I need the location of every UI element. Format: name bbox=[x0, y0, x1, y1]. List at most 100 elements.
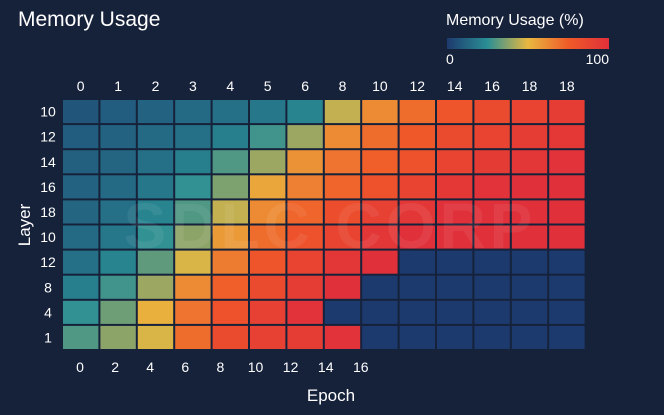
heatmap-cell bbox=[63, 225, 99, 249]
heatmap-cell bbox=[511, 150, 548, 174]
heatmap-cell bbox=[63, 100, 99, 124]
heatmap-cell bbox=[399, 325, 435, 349]
heatmap-cell bbox=[100, 250, 136, 274]
heatmap-cell bbox=[549, 150, 585, 174]
heatmap-cell bbox=[324, 125, 361, 149]
heatmap-cell bbox=[362, 225, 398, 249]
y-tick-label: 1 bbox=[44, 329, 52, 345]
x-axis-label: Epoch bbox=[307, 386, 355, 405]
heatmap-cell bbox=[437, 125, 473, 149]
bottom-x-tick-label: 14 bbox=[318, 359, 334, 375]
heatmap-cell bbox=[100, 275, 136, 299]
top-x-tick-label: 18 bbox=[522, 78, 538, 94]
y-tick-label: 12 bbox=[40, 129, 56, 145]
top-x-tick-label: 0 bbox=[77, 78, 85, 94]
heatmap-cell bbox=[100, 175, 136, 199]
bottom-x-tick-label: 4 bbox=[146, 359, 154, 375]
heatmap-cell bbox=[287, 300, 323, 324]
heatmap-cell bbox=[399, 100, 435, 124]
heatmap-cell bbox=[474, 275, 510, 299]
heatmap-cell bbox=[212, 100, 248, 124]
heatmap-cell bbox=[287, 225, 323, 249]
heatmap-cell bbox=[549, 125, 585, 149]
heatmap-cell bbox=[362, 300, 398, 324]
heatmap-cell bbox=[212, 175, 248, 199]
heatmap-cell bbox=[474, 125, 510, 149]
heatmap-cell bbox=[437, 200, 473, 224]
y-tick-label: 8 bbox=[44, 279, 52, 295]
heatmap-cell bbox=[474, 150, 510, 174]
heatmap-cell bbox=[137, 300, 174, 324]
heatmap-cell bbox=[511, 100, 548, 124]
heatmap-cell bbox=[100, 325, 136, 349]
top-x-tick-label: 18 bbox=[559, 78, 575, 94]
heatmap-cell bbox=[63, 200, 99, 224]
bottom-x-tick-label: 10 bbox=[248, 359, 264, 375]
heatmap-cell bbox=[549, 200, 585, 224]
heatmap-cell bbox=[437, 250, 473, 274]
heatmap-cell bbox=[250, 300, 286, 324]
heatmap-cell bbox=[362, 325, 398, 349]
heatmap-cell bbox=[287, 150, 323, 174]
heatmap-cell bbox=[287, 175, 323, 199]
heatmap-cell bbox=[287, 200, 323, 224]
y-tick-label: 16 bbox=[40, 179, 56, 195]
heatmap-cell bbox=[175, 125, 211, 149]
heatmap-cell bbox=[137, 275, 174, 299]
heatmap-cell bbox=[362, 250, 398, 274]
heatmap-cell bbox=[287, 100, 323, 124]
colorbar bbox=[447, 38, 609, 49]
top-x-tick-label: 4 bbox=[226, 78, 234, 94]
heatmap-cell bbox=[250, 225, 286, 249]
y-tick-label: 4 bbox=[44, 304, 52, 320]
heatmap-cell bbox=[63, 125, 99, 149]
heatmap-cell bbox=[549, 275, 585, 299]
heatmap-cell bbox=[100, 300, 136, 324]
bottom-x-tick-label: 12 bbox=[283, 359, 299, 375]
heatmap-cell bbox=[362, 125, 398, 149]
heatmap-cell bbox=[100, 200, 136, 224]
heatmap-cell bbox=[287, 125, 323, 149]
heatmap-cell bbox=[474, 175, 510, 199]
heatmap-cells bbox=[63, 100, 585, 349]
y-tick-label: 18 bbox=[40, 204, 56, 220]
heatmap-cell bbox=[63, 325, 99, 349]
heatmap-cell bbox=[250, 150, 286, 174]
heatmap-cell bbox=[549, 300, 585, 324]
heatmap-cell bbox=[175, 225, 211, 249]
heatmap-cell bbox=[212, 125, 248, 149]
y-tick-label: 10 bbox=[40, 229, 56, 245]
heatmap-cell bbox=[287, 325, 323, 349]
heatmap-cell bbox=[362, 175, 398, 199]
heatmap-cell bbox=[63, 275, 99, 299]
heatmap-cell bbox=[100, 150, 136, 174]
heatmap-cell bbox=[175, 300, 211, 324]
heatmap-cell bbox=[212, 225, 248, 249]
heatmap-cell bbox=[250, 200, 286, 224]
y-tick-label: 14 bbox=[40, 154, 56, 170]
heatmap-cell bbox=[100, 125, 136, 149]
y-tick-label: 12 bbox=[40, 254, 56, 270]
heatmap-cell bbox=[137, 150, 174, 174]
heatmap-cell bbox=[549, 175, 585, 199]
heatmap-cell bbox=[511, 175, 548, 199]
heatmap-cell bbox=[175, 275, 211, 299]
top-x-tick-label: 2 bbox=[152, 78, 160, 94]
top-x-tick-label: 5 bbox=[264, 78, 272, 94]
heatmap-cell bbox=[175, 200, 211, 224]
heatmap-cell bbox=[362, 275, 398, 299]
heatmap-cell bbox=[324, 250, 361, 274]
heatmap-cell bbox=[437, 150, 473, 174]
heatmap-cell bbox=[399, 300, 435, 324]
heatmap-cell bbox=[549, 325, 585, 349]
heatmap-cell bbox=[324, 175, 361, 199]
heatmap-cell bbox=[212, 250, 248, 274]
heatmap-cell bbox=[399, 175, 435, 199]
heatmap-cell bbox=[399, 150, 435, 174]
heatmap-cell bbox=[212, 300, 248, 324]
colorbar-title: Memory Usage (%) bbox=[446, 12, 584, 29]
heatmap-cell bbox=[437, 325, 473, 349]
top-x-tick-label: 3 bbox=[189, 78, 197, 94]
heatmap-cell bbox=[137, 250, 174, 274]
